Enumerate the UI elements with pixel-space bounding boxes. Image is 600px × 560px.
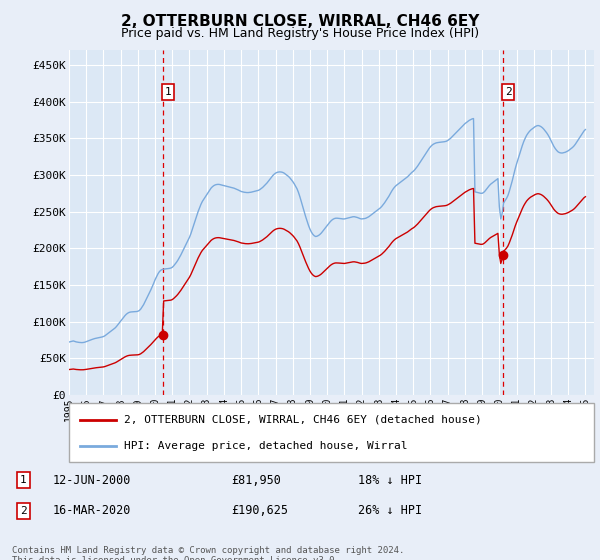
Text: £190,625: £190,625 [231, 505, 288, 517]
Text: 18% ↓ HPI: 18% ↓ HPI [358, 474, 422, 487]
Text: 2, OTTERBURN CLOSE, WIRRAL, CH46 6EY (detached house): 2, OTTERBURN CLOSE, WIRRAL, CH46 6EY (de… [124, 414, 482, 424]
Text: Contains HM Land Registry data © Crown copyright and database right 2024.
This d: Contains HM Land Registry data © Crown c… [12, 546, 404, 560]
FancyBboxPatch shape [69, 403, 594, 462]
Text: 2: 2 [505, 87, 511, 97]
Text: £81,950: £81,950 [231, 474, 281, 487]
Text: 2: 2 [20, 506, 27, 516]
Text: HPI: Average price, detached house, Wirral: HPI: Average price, detached house, Wirr… [124, 441, 407, 451]
Text: 26% ↓ HPI: 26% ↓ HPI [358, 505, 422, 517]
Text: Price paid vs. HM Land Registry's House Price Index (HPI): Price paid vs. HM Land Registry's House … [121, 27, 479, 40]
Text: 1: 1 [164, 87, 172, 97]
Text: 12-JUN-2000: 12-JUN-2000 [52, 474, 131, 487]
Text: 1: 1 [20, 475, 27, 485]
Text: 2, OTTERBURN CLOSE, WIRRAL, CH46 6EY: 2, OTTERBURN CLOSE, WIRRAL, CH46 6EY [121, 14, 479, 29]
Text: 16-MAR-2020: 16-MAR-2020 [52, 505, 131, 517]
